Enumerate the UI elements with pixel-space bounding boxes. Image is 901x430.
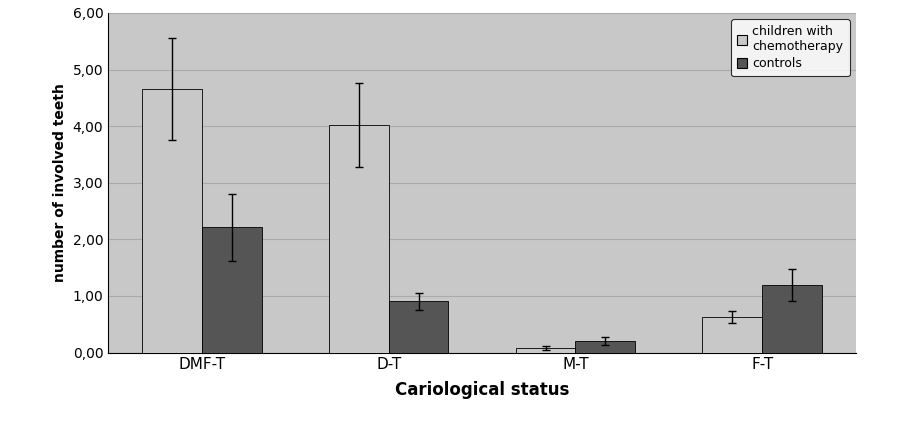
Bar [388,301,449,353]
Legend: children with
chemotherapy, controls: children with chemotherapy, controls [732,19,850,77]
Y-axis label: number of involved teeth: number of involved teeth [53,83,67,282]
Bar [329,125,388,353]
Bar [703,317,762,353]
Bar [515,348,576,353]
Bar [202,227,261,353]
Bar [142,89,202,353]
Bar [762,285,822,353]
X-axis label: Cariological status: Cariological status [395,381,569,399]
Bar [576,341,635,353]
